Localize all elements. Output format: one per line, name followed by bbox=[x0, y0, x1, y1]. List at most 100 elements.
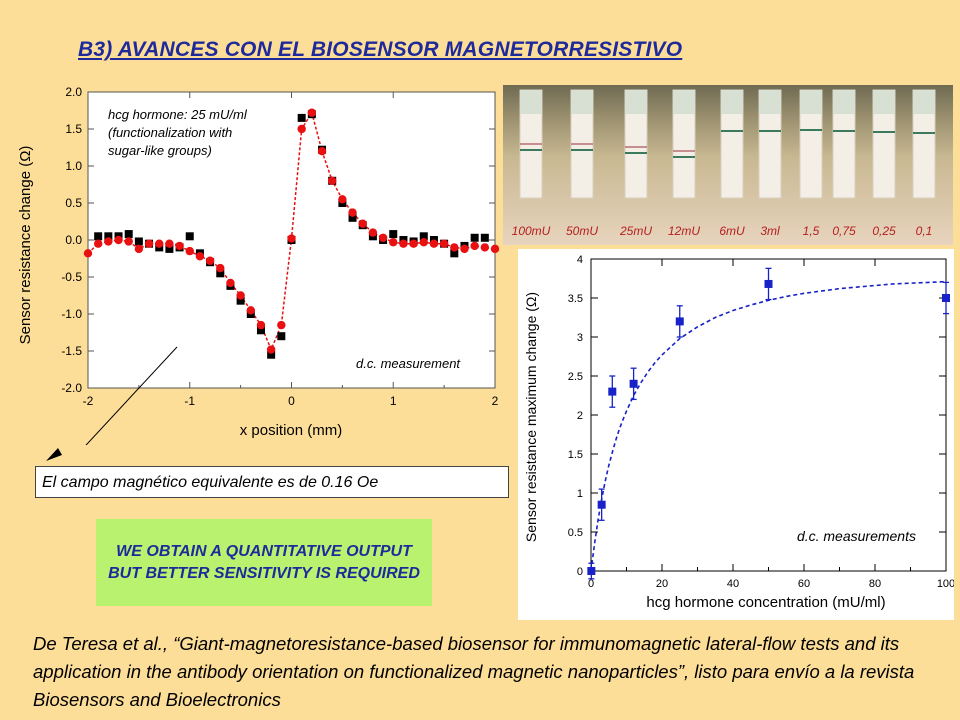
circle-point bbox=[358, 219, 367, 228]
arrow-line bbox=[85, 346, 178, 445]
square-point bbox=[480, 233, 489, 242]
strip-top bbox=[800, 90, 822, 114]
square-point bbox=[267, 350, 276, 359]
quantitative-output-text: WE OBTAIN A QUANTITATIVE OUTPUT BUT BETT… bbox=[108, 542, 420, 582]
strip-top bbox=[520, 90, 542, 114]
circle-point bbox=[348, 208, 357, 217]
circle-point bbox=[165, 239, 174, 248]
y-tick-label-2: 2.5 bbox=[568, 371, 583, 383]
circle-point bbox=[83, 249, 93, 258]
y-tick-label-2: 4 bbox=[577, 254, 583, 266]
square-point bbox=[450, 249, 459, 258]
y-tick-label: 2.0 bbox=[65, 85, 82, 99]
data-point bbox=[597, 500, 606, 509]
circle-point bbox=[246, 306, 255, 315]
circle-point bbox=[368, 228, 378, 237]
circle-point bbox=[297, 124, 306, 134]
y-tick-label: -1.5 bbox=[61, 344, 82, 358]
square-point bbox=[256, 326, 265, 335]
strip-top bbox=[721, 90, 743, 114]
square-point bbox=[419, 232, 428, 241]
circle-point bbox=[93, 239, 103, 248]
magnetic-field-note: El campo magnético equivalente es de 0.1… bbox=[35, 466, 509, 498]
data-point bbox=[608, 387, 617, 396]
arrow-head bbox=[46, 448, 62, 461]
square-point bbox=[389, 230, 398, 239]
y-tick-label: 1.0 bbox=[65, 159, 82, 173]
circle-point bbox=[307, 108, 317, 117]
circle-point bbox=[226, 278, 235, 288]
y-axis-label: Sensor resistance change (Ω) bbox=[17, 146, 34, 345]
circle-point bbox=[419, 238, 428, 247]
circle-point bbox=[134, 244, 144, 254]
strip-label: 100mU bbox=[512, 224, 551, 238]
chart2-axis-area: hcg hormone concentration (mU/ml) bbox=[518, 590, 954, 620]
circle-point bbox=[470, 241, 479, 251]
annotation-functionalization: (functionalization with bbox=[108, 125, 232, 140]
circle-point bbox=[155, 239, 164, 248]
y-tick-label-2: 1.5 bbox=[568, 449, 583, 461]
square-point bbox=[124, 230, 133, 239]
circle-point bbox=[216, 263, 225, 273]
x-tick-label-2: 60 bbox=[798, 578, 810, 590]
circle-point bbox=[277, 320, 286, 330]
arrow-shaft bbox=[55, 456, 75, 457]
x-tick-label-2: 80 bbox=[869, 578, 881, 590]
y-tick-label-2: 1 bbox=[577, 488, 583, 500]
annotation-sugar: sugar-like groups) bbox=[108, 143, 212, 158]
square-point bbox=[216, 269, 225, 278]
max-change-vs-concentration-chart: 0 20 40 60 80 100 0 0.5 1 1.5 2 2.5 3 3.5 4 d.c. measu… bbox=[518, 249, 954, 595]
circle-point bbox=[104, 237, 113, 246]
circle-point bbox=[114, 235, 123, 245]
circle-point bbox=[185, 246, 194, 256]
strip-top bbox=[873, 90, 895, 114]
x-tick-label: 1 bbox=[390, 394, 397, 408]
annotation-dc-measurements: d.c. measurements bbox=[797, 528, 916, 544]
square-point bbox=[94, 232, 103, 241]
circle-point bbox=[338, 195, 347, 204]
y-tick-label-2: 0.5 bbox=[568, 527, 583, 539]
slide-title: B3) AVANCES CON EL BIOSENSOR MAGNETORRES… bbox=[78, 38, 683, 61]
circle-point bbox=[429, 239, 439, 248]
x-tick-label: -2 bbox=[83, 394, 94, 408]
annotation-hcg: hcg hormone: 25 mU/ml bbox=[108, 107, 248, 122]
circle-point bbox=[205, 256, 215, 265]
circle-point bbox=[378, 233, 388, 242]
data-point bbox=[764, 279, 773, 288]
plot-area-2 bbox=[590, 258, 947, 572]
strip-label: 25mU bbox=[619, 224, 652, 238]
square-point bbox=[470, 233, 479, 242]
strip-label: 50mU bbox=[566, 224, 598, 238]
square-point bbox=[236, 296, 245, 305]
circle-point bbox=[144, 239, 154, 248]
x-axis-label: x position (mm) bbox=[240, 422, 343, 439]
circle-point bbox=[480, 243, 490, 252]
x-tick-label-2: 0 bbox=[588, 578, 594, 590]
y-tick-label: -1.0 bbox=[61, 307, 82, 321]
circle-point bbox=[266, 345, 276, 354]
x-tick-label-2: 100 bbox=[937, 578, 954, 590]
circle-point bbox=[124, 237, 133, 246]
strip-label: 3ml bbox=[760, 224, 780, 238]
y-tick-label-2: 3.5 bbox=[568, 293, 583, 305]
quantitative-output-box: WE OBTAIN A QUANTITATIVE OUTPUT BUT BETT… bbox=[96, 519, 432, 606]
data-point bbox=[587, 567, 596, 575]
strip-label: 0,75 bbox=[832, 224, 856, 238]
y-tick-label: 0.0 bbox=[65, 233, 82, 247]
test-strips-photo: 100mU 50mU 25mU 12mU 6mU 3ml 1,5 0,75 0,25 0,1 bbox=[503, 85, 953, 245]
square-point bbox=[348, 213, 357, 222]
y-tick-label: -2.0 bbox=[61, 381, 82, 395]
resistance-vs-position-chart: -2 -1 0 1 2 -2.0 -1.5 -1.0 -0.5 0.0 0.5 1.0 1.5 2.0 h… bbox=[17, 85, 500, 445]
circle-point bbox=[317, 147, 327, 156]
square-point bbox=[165, 244, 174, 253]
circle-point bbox=[328, 176, 337, 185]
strip-label: 0,1 bbox=[916, 224, 933, 238]
x-tick-label: -1 bbox=[184, 394, 195, 408]
circle-point bbox=[195, 252, 205, 261]
square-point bbox=[277, 332, 286, 341]
circle-point bbox=[490, 244, 500, 254]
reference-text: De Teresa et al., “Giant-magnetoresistan… bbox=[33, 633, 915, 710]
circle-point bbox=[399, 239, 408, 248]
strip-top bbox=[759, 90, 781, 114]
strip-top bbox=[571, 90, 593, 114]
